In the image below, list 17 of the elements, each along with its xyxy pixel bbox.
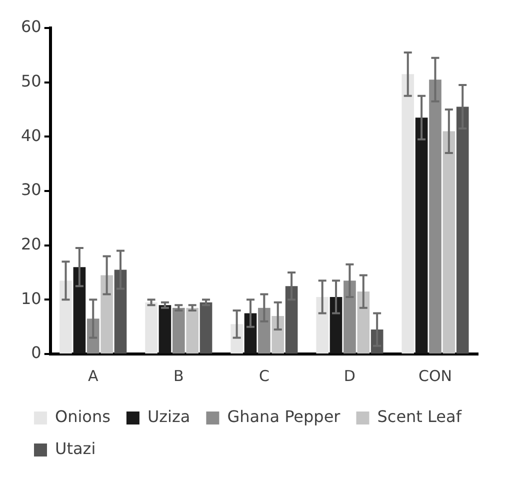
y-tick-label: 40 xyxy=(21,126,42,145)
y-tick-label: 20 xyxy=(21,234,42,254)
x-tick-label: C xyxy=(258,366,270,385)
y-tick-label: 10 xyxy=(21,288,42,308)
x-tick-label: D xyxy=(344,366,356,385)
legend-label: Onions xyxy=(55,407,110,426)
x-tick-label: B xyxy=(174,366,184,385)
legend-label: Scent Leaf xyxy=(377,407,462,426)
legend-label: Ghana Pepper xyxy=(227,407,341,426)
y-tick-label: 50 xyxy=(21,71,42,90)
y-tick-label: 30 xyxy=(21,180,42,200)
x-tick-label: A xyxy=(88,366,99,385)
legend-label: Utazi xyxy=(55,439,96,458)
x-tick-label: CON xyxy=(418,366,452,385)
y-tick-label: 0 xyxy=(31,343,42,362)
legend-label: Uziza xyxy=(147,407,190,426)
y-tick-label: 60 xyxy=(21,17,42,36)
